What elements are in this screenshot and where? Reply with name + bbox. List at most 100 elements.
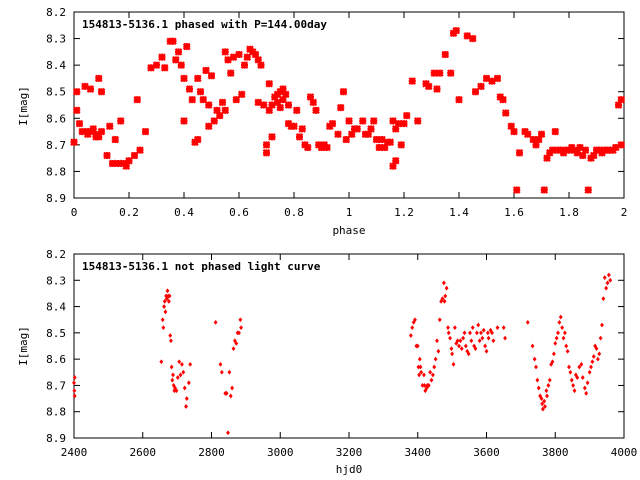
- phased-data-point: [309, 98, 318, 107]
- unphased-data-point: [484, 348, 489, 354]
- unphased-data-point: [455, 338, 460, 344]
- unphased-data-point: [483, 343, 488, 349]
- phased-data-point: [347, 130, 356, 139]
- unphased-data-point: [543, 404, 547, 409]
- phased-data-point: [279, 85, 287, 93]
- phased-data-point: [171, 56, 180, 64]
- phased-data-point: [116, 117, 125, 125]
- phased-data-point: [303, 143, 312, 152]
- phased-data-point: [298, 125, 307, 133]
- phased-data-point: [257, 61, 265, 69]
- phased-data-point: [400, 119, 408, 128]
- phased-data-point: [510, 127, 518, 136]
- phased-data-point: [290, 122, 298, 131]
- unphased-data-point: [608, 277, 613, 283]
- phased-data-point: [75, 119, 84, 128]
- unphased-data-point: [162, 298, 167, 304]
- unphased-data-point: [186, 380, 191, 386]
- phased-data-point: [312, 106, 320, 115]
- phased-y-tick-label: 8.8: [46, 165, 66, 178]
- phased-data-point: [548, 146, 557, 154]
- phased-data-point: [262, 141, 271, 149]
- unphased-data-point: [540, 401, 545, 407]
- phased-data-point: [323, 143, 331, 152]
- phased-y-tick-label: 8.9: [46, 192, 66, 205]
- unphased-data-point: [532, 356, 537, 362]
- unphased-x-tick-label: 3000: [267, 446, 294, 459]
- phased-data-point: [413, 117, 422, 125]
- phased-data-point: [235, 50, 243, 59]
- unphased-data-point: [430, 372, 435, 378]
- phased-data-point: [210, 117, 219, 125]
- unphased-data-point: [575, 375, 580, 380]
- unphased-data-point: [218, 362, 223, 367]
- unphased-data-point: [160, 317, 165, 323]
- unphased-data-point: [540, 406, 545, 412]
- phased-data-point: [512, 186, 521, 194]
- unphased-data-point: [239, 325, 243, 330]
- phased-data-point: [529, 135, 538, 144]
- phased-data-point: [268, 133, 276, 141]
- phased-data-point: [276, 103, 285, 112]
- unphased-y-axis-ticks: 8.2 8.3 8.4 8.5 8.6 8.7 8.8 8.9: [46, 248, 624, 445]
- unphased-data-point: [437, 317, 442, 323]
- unphased-y-tick-label: 8.2: [46, 248, 66, 261]
- phased-plot-panel: 8.2 8.3 8.4 8.5 8.6 8.7 8.8 8.9 0 0.2 0.4 0.6 0.8 1 1…: [17, 6, 627, 237]
- unphased-data-point: [174, 388, 179, 394]
- phased-data-point: [358, 117, 367, 125]
- unphased-data-point: [481, 327, 486, 333]
- unphased-data-point: [579, 362, 584, 367]
- unphased-y-tick-label: 8.5: [46, 327, 66, 340]
- phased-data-point: [204, 122, 213, 131]
- unphased-data-point: [411, 319, 416, 325]
- unphased-data-point: [234, 340, 239, 346]
- phased-data-point: [430, 69, 439, 77]
- unphased-data-point: [597, 351, 602, 357]
- phased-data-point: [435, 69, 444, 77]
- unphased-data-point: [584, 390, 589, 396]
- unphased-data-point: [461, 335, 466, 341]
- unphased-data-point: [165, 288, 170, 294]
- unphased-data-point: [534, 364, 538, 370]
- unphased-data-point: [424, 385, 429, 391]
- unphased-data-point: [477, 338, 482, 344]
- phased-data-point: [237, 90, 246, 99]
- phased-data-point: [259, 101, 268, 109]
- phased-data-point: [523, 130, 532, 139]
- unphased-data-point: [472, 343, 477, 349]
- phased-data-point: [581, 146, 590, 154]
- phased-x-tick-label: 0.8: [284, 206, 304, 219]
- unphased-data-point: [181, 369, 186, 375]
- unphased-x-tick-label: 3600: [473, 446, 500, 459]
- unphased-data-point: [454, 340, 459, 346]
- phased-data-point: [345, 117, 353, 125]
- unphased-data-point: [606, 272, 611, 278]
- phased-data-point: [380, 143, 389, 152]
- unphased-data-point: [598, 335, 603, 341]
- unphased-data-point: [536, 385, 541, 391]
- unphased-data-point: [175, 375, 180, 380]
- unphased-data-point: [228, 393, 233, 399]
- phased-data-point: [141, 127, 150, 136]
- unphased-data-point: [422, 383, 427, 388]
- unphased-data-point: [171, 372, 175, 378]
- unphased-y-axis-label: I[mag]: [17, 326, 30, 366]
- phased-y-tick-label: 8.6: [46, 112, 66, 125]
- phased-x-tick-label: 0.6: [229, 206, 249, 219]
- phased-x-tick-label: 0.4: [174, 206, 194, 219]
- unphased-data-point: [446, 325, 450, 330]
- unphased-data-point: [602, 275, 607, 281]
- unphased-data-point: [231, 346, 236, 352]
- phased-data-point: [193, 135, 202, 144]
- unphased-data-point: [182, 385, 187, 391]
- phased-data-point: [94, 133, 103, 141]
- unphased-data-point: [436, 348, 441, 354]
- phased-data-point: [226, 69, 235, 77]
- unphased-data-point: [547, 377, 552, 383]
- phased-data-point: [463, 32, 472, 40]
- phased-data-point: [551, 127, 560, 136]
- phased-data-point: [402, 111, 411, 120]
- phased-data-point: [152, 61, 161, 69]
- unphased-x-axis-ticks: 2400 2600 2800 3000 3200 3400 3600 3800 4000: [61, 254, 637, 459]
- unphased-data-point: [161, 325, 166, 330]
